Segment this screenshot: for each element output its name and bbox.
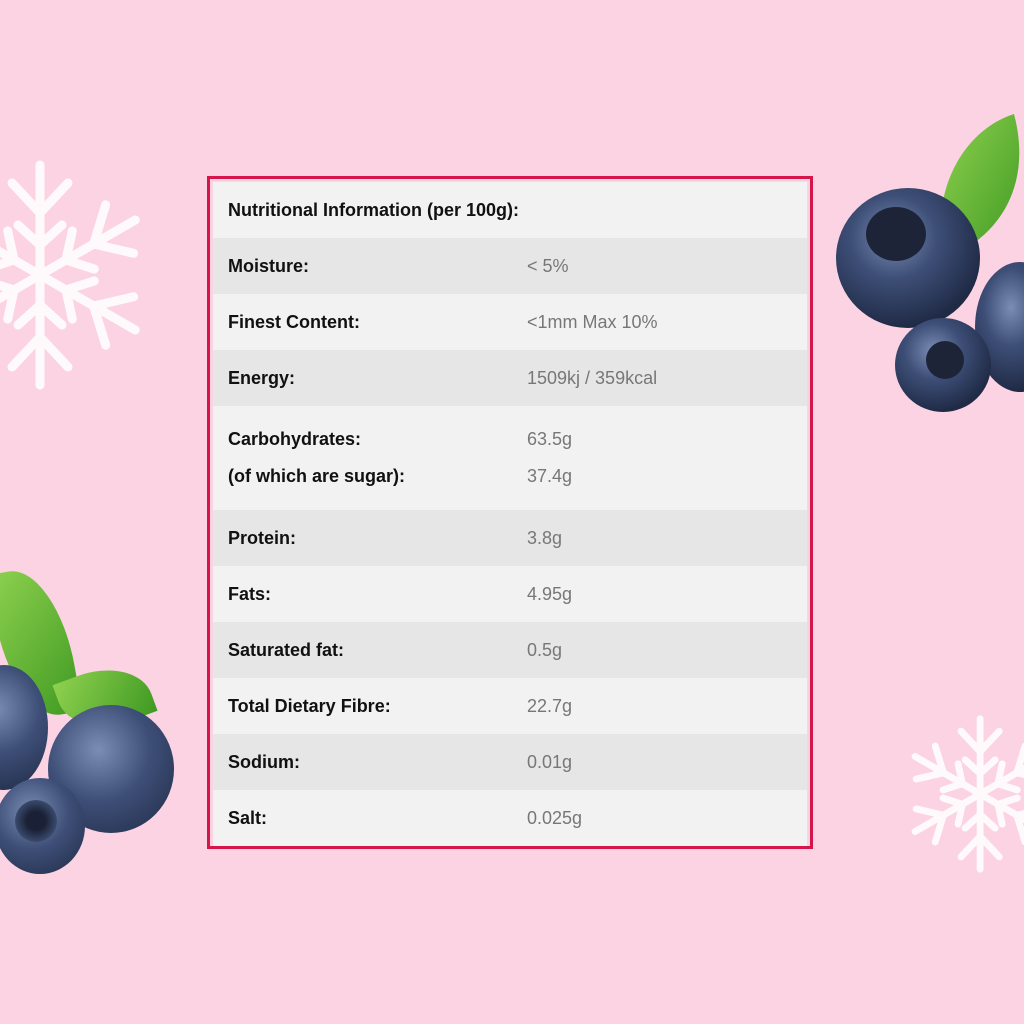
row-value: 0.01g <box>527 751 573 772</box>
row-label: Total Dietary Fibre: <box>228 695 391 716</box>
row-label: Fats: <box>228 583 272 604</box>
table-row: Salt: 0.025g <box>213 790 807 846</box>
table-row: Moisture: < 5% <box>213 238 807 294</box>
row-label: Salt: <box>228 807 268 828</box>
snowflake-icon <box>898 715 1024 876</box>
blueberry-cluster-right <box>836 114 1024 412</box>
row-value: <1mm Max 10% <box>527 311 658 332</box>
row-sub-value: 37.4g <box>527 466 573 486</box>
table-title: Nutritional Information (per 100g): <box>228 199 520 220</box>
row-label: Saturated fat: <box>228 639 345 660</box>
table-row: Energy: 1509kj / 359kcal <box>213 350 807 406</box>
table-row: Protein: 3.8g <box>213 510 807 566</box>
nutrition-table: Nutritional Information (per 100g): Mois… <box>213 182 807 846</box>
row-value: < 5% <box>527 255 569 276</box>
row-value: 22.7g <box>527 695 573 716</box>
row-value: 3.8g <box>527 527 563 548</box>
table-row: Sodium: 0.01g <box>213 734 807 790</box>
row-value: 4.95g <box>527 583 573 604</box>
table-header: Nutritional Information (per 100g): <box>213 182 807 238</box>
table-row: Finest Content: <1mm Max 10% <box>213 294 807 350</box>
row-label: Finest Content: <box>228 311 360 332</box>
row-label: Protein: <box>228 527 297 548</box>
row-value: 0.025g <box>527 807 583 828</box>
table-row: Total Dietary Fibre: 22.7g <box>213 678 807 734</box>
snowflake-icon <box>0 160 160 395</box>
blueberry-cluster-left <box>0 560 180 880</box>
row-value: 63.5g <box>527 429 573 449</box>
nutrition-table-frame: Nutritional Information (per 100g): Mois… <box>207 176 813 849</box>
table-row: Fats: 4.95g <box>213 566 807 622</box>
row-value: 1509kj / 359kcal <box>527 367 658 388</box>
table-row: Saturated fat: 0.5g <box>213 622 807 678</box>
row-label: Carbohydrates: <box>228 429 362 449</box>
table-row: Carbohydrates: (of which are sugar): 63.5… <box>213 406 807 510</box>
row-label: Sodium: <box>228 751 300 772</box>
row-label: Energy: <box>228 367 296 388</box>
row-sub-label: (of which are sugar): <box>228 466 406 486</box>
row-value: 0.5g <box>527 639 563 660</box>
row-label: Moisture: <box>228 255 309 276</box>
